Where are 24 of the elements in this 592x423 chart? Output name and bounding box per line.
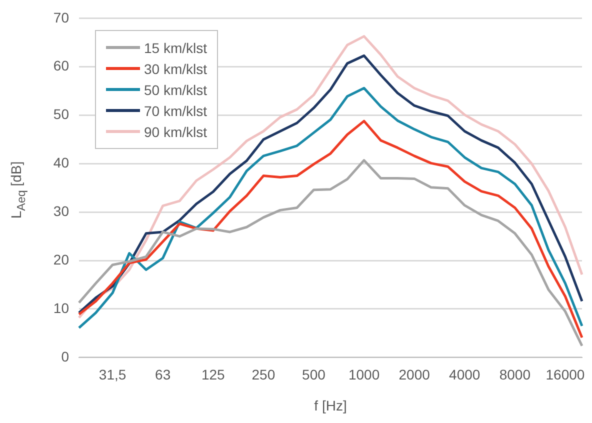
x-tick-label: 16000 (546, 366, 585, 383)
x-tick-label: 2000 (398, 366, 430, 383)
y-tick-label: 30 (53, 202, 70, 219)
legend-label: 15 km/klst (144, 40, 208, 56)
x-tick-label: 500 (302, 366, 326, 383)
y-tick-label: 10 (53, 300, 70, 316)
x-axis-title: f [Hz] (314, 397, 347, 414)
y-tick-label: 70 (53, 9, 70, 26)
y-tick-label: 0 (61, 348, 70, 364)
x-tick-label: 63 (155, 366, 171, 383)
legend-label: 90 km/klst (144, 124, 208, 140)
x-tick-label: 1000 (348, 366, 380, 383)
legend-label: 70 km/klst (144, 102, 208, 118)
y-tick-label: 20 (53, 251, 70, 268)
x-tick-label: 31,5 (98, 366, 126, 383)
x-tick-label: 8000 (499, 366, 531, 383)
x-tick-label: 4000 (449, 366, 480, 383)
y-tick-label: 50 (53, 106, 70, 122)
x-tick-label: 250 (252, 366, 276, 383)
legend-label: 30 km/klst (144, 60, 208, 76)
x-tick-label: 125 (201, 366, 226, 383)
legend-label: 50 km/klst (144, 82, 208, 98)
y-tick-label: 40 (53, 154, 70, 171)
y-tick-label: 60 (53, 58, 70, 74)
